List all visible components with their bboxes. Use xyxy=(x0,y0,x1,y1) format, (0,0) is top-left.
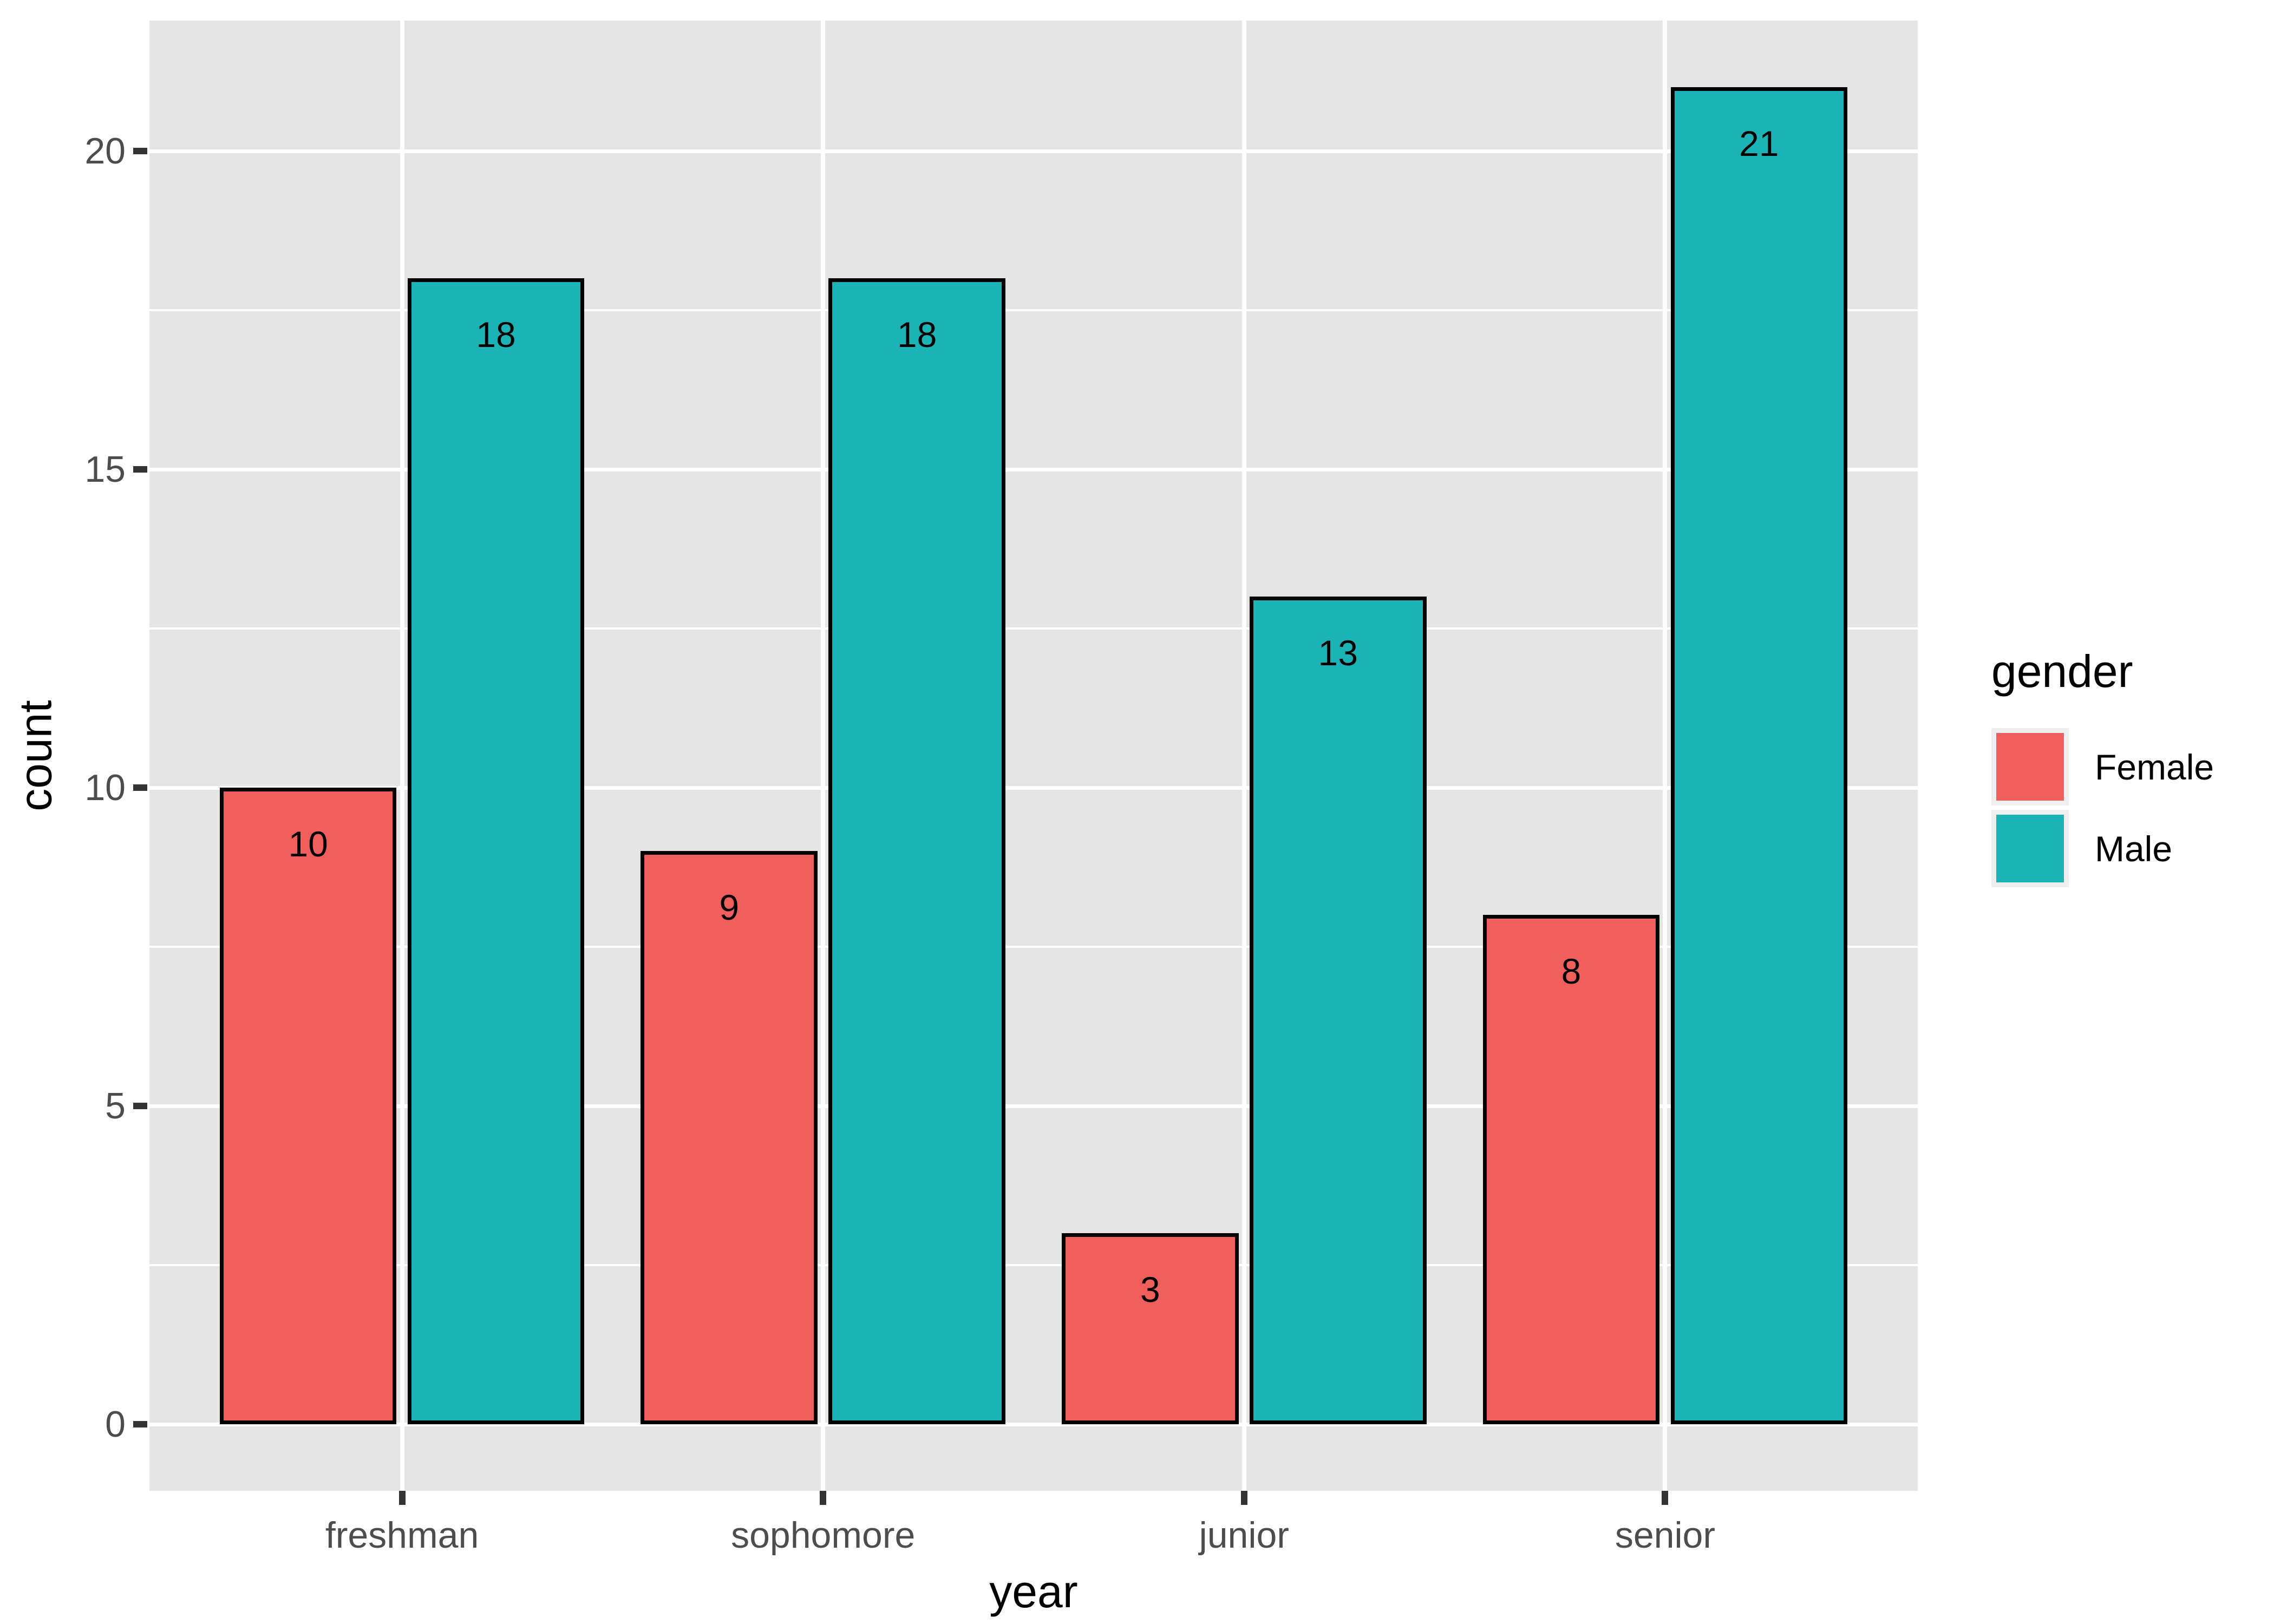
category-group-senior: 8 21 xyxy=(1455,21,1876,1424)
legend-title: gender xyxy=(1991,646,2133,697)
x-tick-label-senior: senior xyxy=(1615,1515,1716,1556)
legend-label: Female xyxy=(2095,746,2214,787)
y-tick-label: 10 xyxy=(84,767,126,808)
major-gridline xyxy=(149,149,1918,154)
minor-gridline xyxy=(149,1263,1918,1266)
minor-gridline xyxy=(149,627,1918,630)
y-tick-mark xyxy=(133,784,147,791)
major-gridline xyxy=(149,1422,1918,1426)
bar-value-label: 18 xyxy=(476,315,516,355)
y-tick-mark xyxy=(133,1420,147,1427)
bar-value-label: 18 xyxy=(897,315,937,355)
bar-sophomore-female: 9 xyxy=(641,851,818,1424)
bar-junior-female: 3 xyxy=(1062,1233,1239,1424)
bar-freshman-female: 10 xyxy=(219,787,397,1424)
plot-area: 10 18 9 18 3 13 8 21 xyxy=(149,21,1918,1424)
legend-item-female: Female xyxy=(1991,728,2214,806)
bar-value-label: 21 xyxy=(1739,123,1779,164)
bar-freshman-male: 18 xyxy=(407,278,585,1424)
bar-value-label: 9 xyxy=(719,887,740,928)
vertical-gridline xyxy=(1241,21,1246,1491)
bar-junior-male: 13 xyxy=(1249,597,1427,1424)
legend-items: Female Male xyxy=(1991,728,2214,887)
category-group-sophomore: 9 18 xyxy=(612,21,1034,1424)
x-tick-label-freshman: freshman xyxy=(325,1515,479,1556)
y-tick-mark xyxy=(133,466,147,473)
major-gridline xyxy=(149,1104,1918,1108)
vertical-gridline xyxy=(400,21,404,1491)
legend-item-male: Male xyxy=(1991,810,2214,887)
legend-label: Male xyxy=(2095,828,2173,869)
bar-value-label: 3 xyxy=(1140,1269,1160,1309)
y-tick-label: 5 xyxy=(105,1085,126,1127)
x-tick-mark xyxy=(398,1491,406,1505)
bar-value-label: 13 xyxy=(1318,633,1358,673)
bar-sophomore-male: 18 xyxy=(828,278,1005,1424)
category-group-junior: 3 13 xyxy=(1034,21,1455,1424)
y-tick-label: 0 xyxy=(105,1403,126,1445)
major-gridline xyxy=(149,785,1918,790)
x-axis-title: year xyxy=(989,1566,1078,1617)
legend: gender Female Male xyxy=(1991,645,2214,892)
minor-gridline xyxy=(149,945,1918,948)
legend-swatch-male xyxy=(1991,810,2069,887)
minor-gridline xyxy=(149,309,1918,311)
y-tick-mark xyxy=(133,148,147,155)
legend-swatch-female xyxy=(1991,728,2069,806)
y-tick-label: 15 xyxy=(84,448,126,490)
vertical-gridline xyxy=(821,21,826,1491)
y-tick-mark xyxy=(133,1102,147,1109)
bar-senior-male: 21 xyxy=(1670,87,1848,1424)
x-tick-label-sophomore: sophomore xyxy=(731,1515,916,1556)
major-gridline xyxy=(149,467,1918,472)
vertical-gridline xyxy=(1663,21,1668,1491)
x-tick-label-junior: junior xyxy=(1199,1515,1289,1556)
category-group-freshman: 10 18 xyxy=(192,21,613,1424)
bar-value-label: 8 xyxy=(1561,951,1582,991)
x-tick-mark xyxy=(820,1491,827,1505)
y-tick-label: 20 xyxy=(84,130,126,172)
bar-senior-female: 8 xyxy=(1482,914,1660,1424)
x-tick-mark xyxy=(1240,1491,1247,1505)
plot-panel: 10 18 9 18 3 13 8 21 xyxy=(149,21,1918,1491)
bar-value-label: 10 xyxy=(288,823,328,864)
x-tick-mark xyxy=(1662,1491,1669,1505)
